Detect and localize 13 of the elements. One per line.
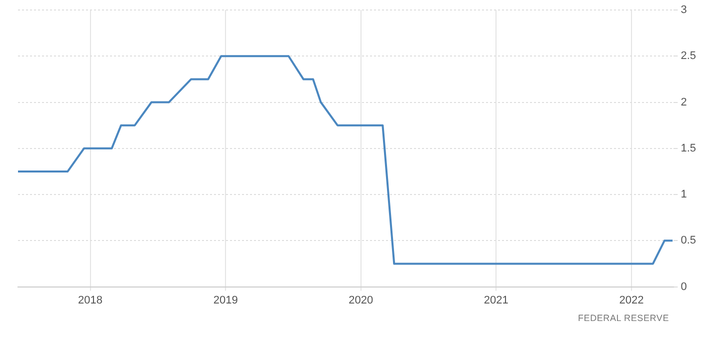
y-tick-label: 3 xyxy=(680,4,687,16)
y-tick-label: 1 xyxy=(680,188,687,201)
y-tick-label: 1.5 xyxy=(680,142,696,154)
y-tick-label: 2.5 xyxy=(680,50,696,62)
y-tick-label: 0 xyxy=(680,280,687,293)
x-tick-label: 2019 xyxy=(213,294,238,306)
x-tick-label: 2022 xyxy=(619,294,644,306)
text: FEDERAL RESERVE xyxy=(578,313,669,323)
y-tick-label: 2 xyxy=(680,96,687,108)
y-tick-label: 0.5 xyxy=(680,234,696,247)
x-tick-label: 2018 xyxy=(78,294,103,306)
x-tick-label: 2020 xyxy=(348,294,374,306)
x-tick-label: 2021 xyxy=(484,294,508,306)
